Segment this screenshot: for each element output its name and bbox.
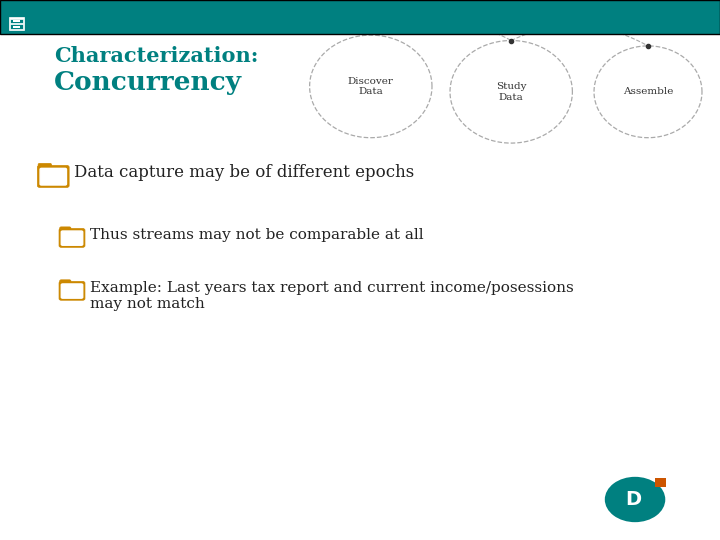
- FancyBboxPatch shape: [10, 18, 23, 23]
- Text: D: D: [625, 490, 641, 509]
- Text: Data capture may be of different epochs: Data capture may be of different epochs: [74, 164, 415, 181]
- FancyBboxPatch shape: [60, 280, 71, 287]
- FancyBboxPatch shape: [9, 17, 24, 30]
- FancyBboxPatch shape: [60, 227, 71, 234]
- Text: Example: Last years tax report and current income/posessions: Example: Last years tax report and curre…: [90, 281, 574, 295]
- FancyBboxPatch shape: [59, 281, 85, 300]
- FancyBboxPatch shape: [654, 478, 666, 487]
- Text: Thus streams may not be comparable at all: Thus streams may not be comparable at al…: [90, 228, 423, 242]
- Text: Study
Data: Study Data: [496, 82, 526, 102]
- FancyBboxPatch shape: [0, 0, 720, 34]
- Text: Concurrency: Concurrency: [54, 70, 242, 95]
- FancyBboxPatch shape: [59, 228, 85, 247]
- FancyBboxPatch shape: [38, 164, 51, 171]
- Text: Assemble: Assemble: [623, 87, 673, 96]
- Text: Discover
Data: Discover Data: [348, 77, 394, 96]
- FancyBboxPatch shape: [10, 24, 23, 29]
- FancyBboxPatch shape: [14, 19, 19, 22]
- FancyBboxPatch shape: [61, 231, 83, 245]
- FancyBboxPatch shape: [14, 26, 19, 28]
- Text: Characterization:: Characterization:: [54, 46, 258, 66]
- FancyBboxPatch shape: [37, 165, 69, 187]
- FancyBboxPatch shape: [61, 284, 83, 298]
- FancyBboxPatch shape: [40, 168, 66, 185]
- Text: may not match: may not match: [90, 297, 204, 311]
- Circle shape: [605, 477, 665, 522]
